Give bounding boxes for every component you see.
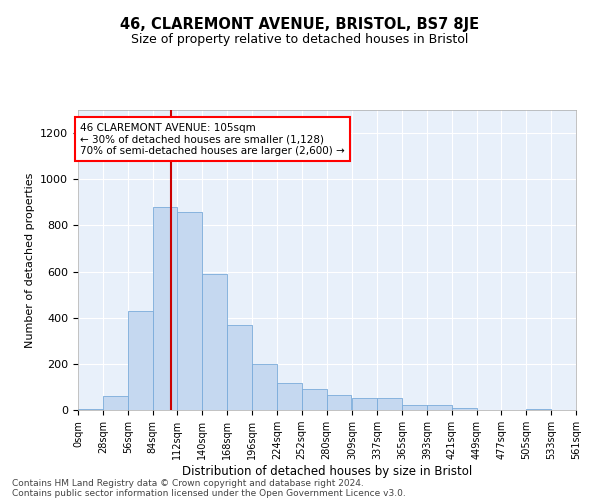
Bar — [128, 311, 152, 410]
Bar — [178, 212, 202, 410]
Bar — [277, 384, 302, 410]
Bar — [402, 406, 427, 410]
Text: 46, CLAREMONT AVENUE, BRISTOL, BS7 8JE: 46, CLAREMONT AVENUE, BRISTOL, BS7 8JE — [121, 18, 479, 32]
Bar — [78, 409, 103, 410]
Bar — [103, 396, 128, 410]
Y-axis label: Number of detached properties: Number of detached properties — [25, 172, 35, 348]
Bar — [352, 398, 377, 410]
Bar — [452, 408, 476, 410]
Bar — [252, 364, 277, 410]
Bar — [377, 398, 402, 410]
Text: Contains public sector information licensed under the Open Government Licence v3: Contains public sector information licen… — [12, 488, 406, 498]
X-axis label: Distribution of detached houses by size in Bristol: Distribution of detached houses by size … — [182, 465, 472, 478]
Text: Size of property relative to detached houses in Bristol: Size of property relative to detached ho… — [131, 32, 469, 46]
Bar — [326, 395, 352, 410]
Text: Contains HM Land Registry data © Crown copyright and database right 2024.: Contains HM Land Registry data © Crown c… — [12, 478, 364, 488]
Bar — [202, 274, 227, 410]
Bar — [227, 324, 252, 410]
Bar — [152, 207, 178, 410]
Bar — [526, 409, 551, 410]
Bar — [427, 406, 452, 410]
Bar — [302, 389, 326, 410]
Text: 46 CLAREMONT AVENUE: 105sqm
← 30% of detached houses are smaller (1,128)
70% of : 46 CLAREMONT AVENUE: 105sqm ← 30% of det… — [80, 122, 344, 156]
